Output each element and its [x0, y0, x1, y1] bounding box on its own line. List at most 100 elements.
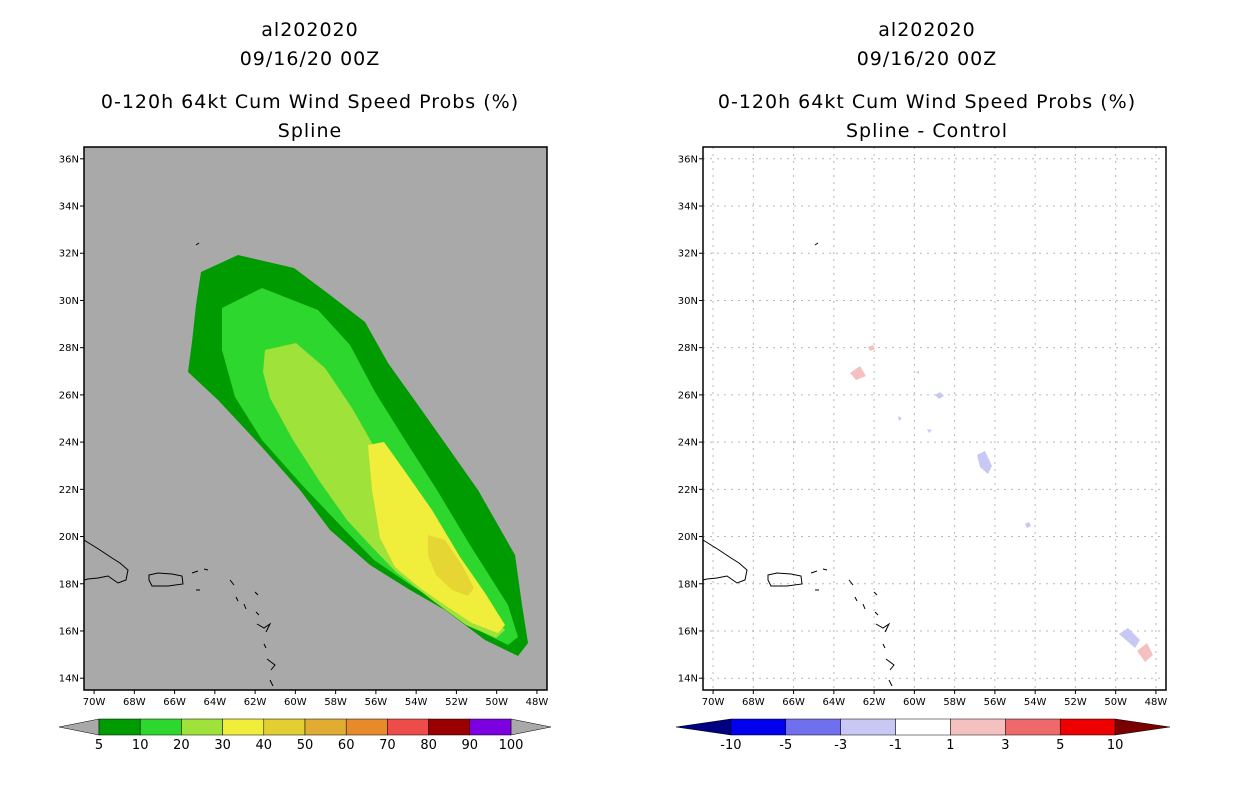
- colorbar-swatch: [387, 718, 429, 736]
- lon-tick-label: 56W: [365, 697, 388, 708]
- colorbar-label: 10: [1107, 738, 1124, 753]
- lat-tick-label: 20N: [678, 532, 698, 543]
- colorbar-label: 80: [420, 738, 437, 753]
- contour-40pct: [428, 535, 474, 596]
- diff-patch-positive: [868, 345, 875, 351]
- right-map-background: [703, 147, 1166, 690]
- colorbar-swatch: [785, 718, 841, 736]
- diff-patch-negative: [935, 392, 944, 399]
- diff-patch-negative: [1119, 628, 1140, 648]
- colorbar-label: 40: [256, 738, 273, 753]
- virgin-islands-outline: [191, 568, 209, 591]
- right-difference-patches: [850, 345, 1153, 662]
- bermuda-outline: [195, 242, 200, 246]
- colorbar-label: 10: [132, 738, 149, 753]
- lat-tick-label: 28N: [678, 343, 698, 354]
- lon-tick-label: 48W: [1145, 697, 1168, 708]
- hispaniola-outline: [702, 539, 748, 584]
- lat-tick-label: 20N: [59, 532, 79, 543]
- lat-tick-label: 14N: [678, 674, 698, 685]
- lat-tick-label: 34N: [59, 202, 79, 213]
- lon-tick-label: 68W: [742, 697, 765, 708]
- colorbar-label: 5: [95, 738, 103, 753]
- lat-tick-label: 22N: [678, 485, 698, 496]
- right-lat-axis: 14N 16N 18N 20N 22N 24N 26N 28N 30N 32N 34N 36N: [678, 154, 703, 685]
- colorbar-swatch: [222, 718, 265, 736]
- colorbar-swatch: [304, 718, 347, 736]
- colorbar-swatch: [98, 718, 141, 736]
- lon-tick-label: 50W: [485, 697, 508, 708]
- colorbar-extend-high: [510, 718, 552, 736]
- right-map-frame: [702, 146, 1167, 691]
- right-storm-id: al202020: [878, 19, 976, 41]
- colorbar-label: -5: [779, 738, 792, 753]
- lon-tick-label: 62W: [863, 697, 886, 708]
- lesser-antilles-outline: [848, 579, 895, 687]
- right-coastlines: [702, 242, 895, 687]
- colorbar-label: 1: [946, 738, 954, 753]
- lon-tick-label: 58W: [324, 697, 347, 708]
- colorbar-extend-low: [58, 718, 100, 736]
- colorbar-label: 30: [214, 738, 231, 753]
- lon-tick-label: 68W: [123, 697, 146, 708]
- lat-tick-label: 16N: [59, 626, 79, 637]
- lon-tick-label: 52W: [1064, 697, 1087, 708]
- lat-tick-label: 14N: [59, 674, 79, 685]
- lat-tick-label: 28N: [59, 343, 79, 354]
- colorbar-swatch: [1059, 718, 1116, 736]
- colorbar-extend-high: [1114, 718, 1171, 736]
- left-storm-id: al202020: [261, 19, 359, 41]
- hispaniola-outline: [83, 539, 129, 584]
- right-chart-subtitle: Spline - Control: [845, 120, 1009, 142]
- left-map: 14N 16N 18N 20N 22N 24N 26N 28N 30N 32N 34N 36N 70W…: [59, 146, 548, 708]
- colorbar-swatch: [469, 718, 512, 736]
- right-gridlines: [703, 147, 1166, 690]
- lat-tick-label: 30N: [678, 296, 698, 307]
- left-lat-axis: 14N 16N 18N 20N 22N 24N 26N 28N 30N 32N 34N 36N: [59, 154, 84, 685]
- lat-tick-label: 26N: [59, 390, 79, 401]
- lat-tick-label: 18N: [59, 579, 79, 590]
- diff-patch-positive: [850, 366, 866, 380]
- diff-patch-negative: [898, 416, 902, 421]
- lon-tick-label: 58W: [943, 697, 966, 708]
- lat-tick-label: 36N: [678, 154, 698, 165]
- left-chart-title: 0-120h 64kt Cum Wind Speed Probs (%): [100, 91, 520, 113]
- colorbar-label: 20: [173, 738, 190, 753]
- colorbar-label: 90: [462, 738, 479, 753]
- lon-tick-label: 54W: [1024, 697, 1047, 708]
- lat-tick-label: 32N: [678, 249, 698, 260]
- colorbar-swatch: [895, 718, 951, 736]
- right-chart-title: 0-120h 64kt Cum Wind Speed Probs (%): [717, 91, 1137, 113]
- colorbar-swatch: [139, 718, 182, 736]
- colorbar-label: -10: [720, 738, 741, 753]
- diff-patch-positive: [1137, 643, 1153, 662]
- colorbar-extend-low: [675, 718, 732, 736]
- lon-tick-label: 66W: [782, 697, 805, 708]
- lat-tick-label: 32N: [59, 249, 79, 260]
- lat-tick-label: 24N: [678, 438, 698, 449]
- colorbar-label: 3: [1001, 738, 1009, 753]
- lon-tick-label: 62W: [244, 697, 267, 708]
- colorbar-label: 50: [297, 738, 314, 753]
- lat-tick-label: 30N: [59, 296, 79, 307]
- lon-tick-label: 66W: [163, 697, 186, 708]
- lat-tick-label: 16N: [678, 626, 698, 637]
- lon-tick-label: 60W: [284, 697, 307, 708]
- lon-tick-label: 60W: [903, 697, 926, 708]
- colorbar-label: 5: [1056, 738, 1064, 753]
- diff-patch-negative: [977, 451, 992, 474]
- colorbar-swatch: [263, 718, 306, 736]
- left-datetime: 09/16/20 00Z: [239, 48, 381, 70]
- lon-tick-label: 64W: [823, 697, 846, 708]
- lon-tick-label: 52W: [445, 697, 468, 708]
- colorbar-swatch: [840, 718, 896, 736]
- colorbar-swatch: [181, 718, 223, 736]
- left-lon-axis: 70W 68W 66W 64W 62W 60W 58W 56W 54W 52W 50W 48W: [83, 690, 548, 708]
- lat-tick-label: 34N: [678, 202, 698, 213]
- colorbar-swatch: [1005, 718, 1061, 736]
- lon-tick-label: 54W: [405, 697, 428, 708]
- colorbar-label: -1: [889, 738, 902, 753]
- lon-tick-label: 56W: [984, 697, 1007, 708]
- lesser-antilles-outline: [229, 579, 276, 687]
